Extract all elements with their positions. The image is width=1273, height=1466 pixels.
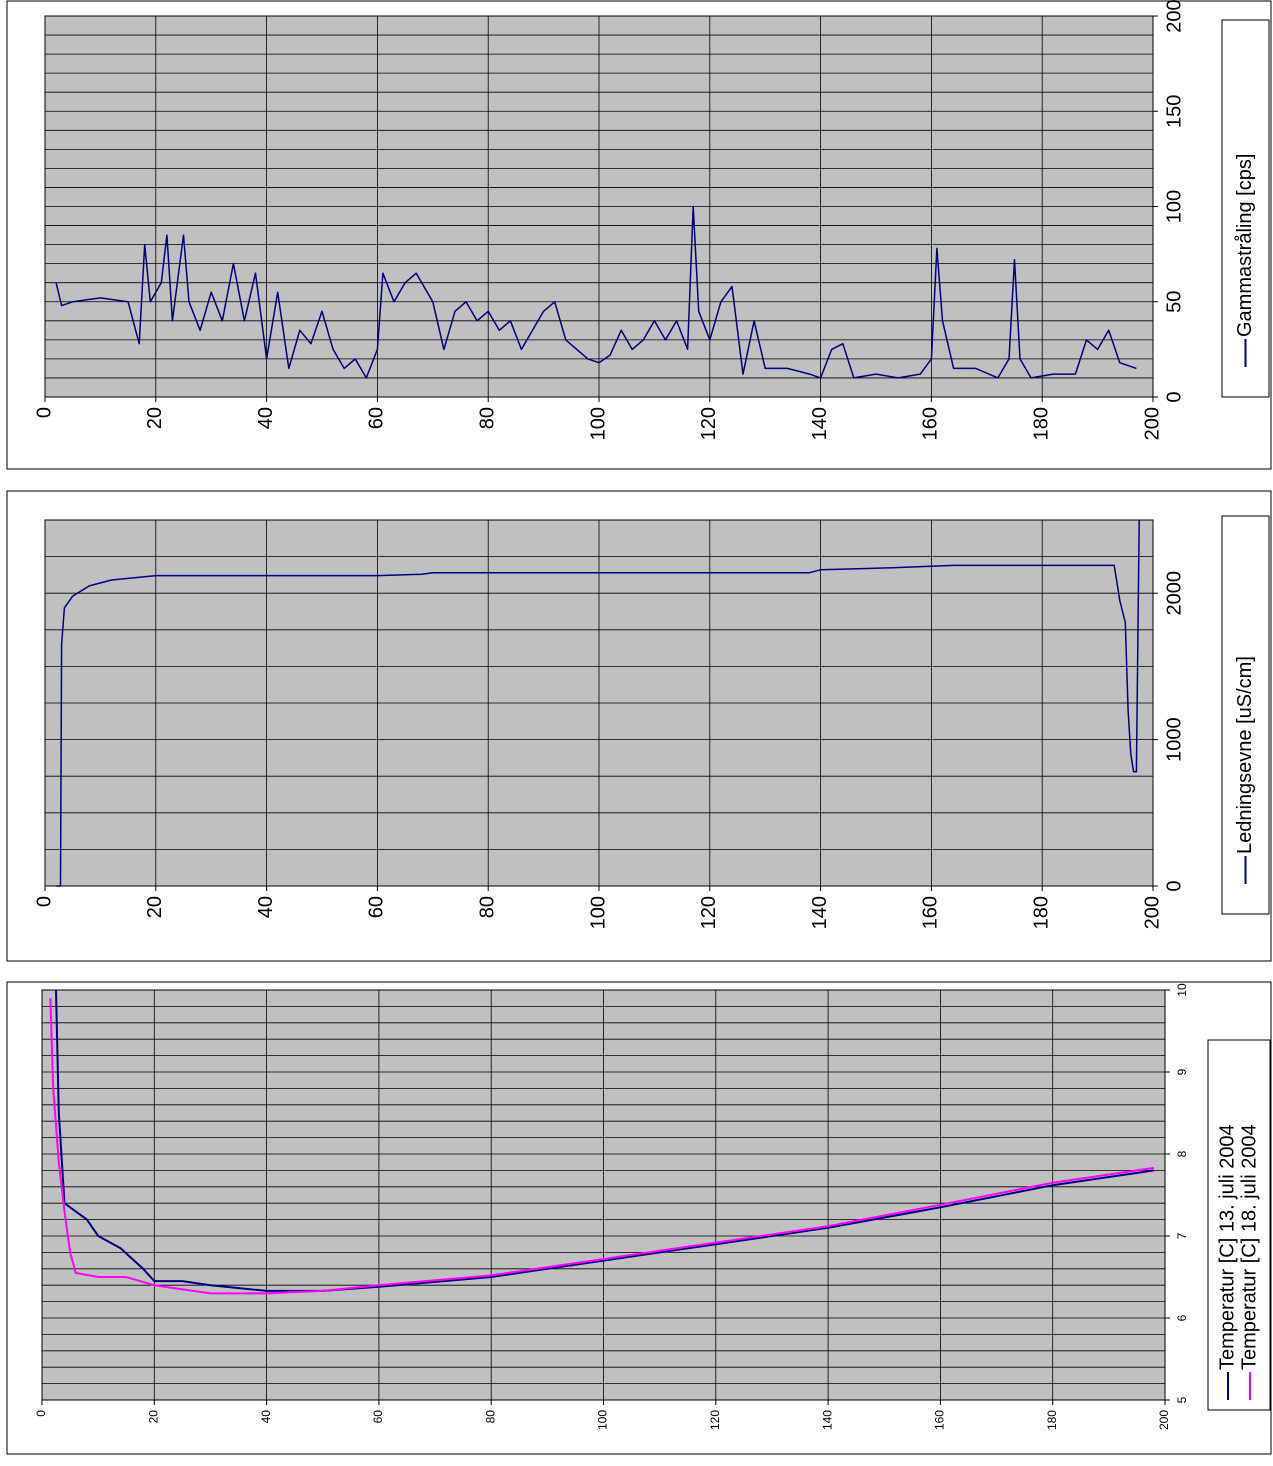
x-tick-label: 80 — [476, 407, 498, 429]
chart: 0 20 40 60 80 100 120 140 160 180 200050100150200G… — [6, 0, 1272, 470]
y-tick-label: 5 — [1175, 1396, 1189, 1403]
x-tick-label: 80 — [483, 1410, 497, 1424]
x-tick-label: 180 — [1045, 1410, 1059, 1430]
legend: Ledningsevne [uS/cm] — [1234, 656, 1256, 884]
y-tick-label: 8 — [1175, 1150, 1189, 1157]
y-tick-label: 150 — [1163, 95, 1185, 128]
y-tick-label: 7 — [1175, 1232, 1189, 1239]
x-tick-label: 200 — [1141, 896, 1163, 929]
y-tick-label: 1000 — [1163, 717, 1185, 762]
legend-box — [1207, 1039, 1271, 1411]
series-line — [55, 205, 1137, 379]
legend-box — [1221, 515, 1270, 915]
y-tick-label: 50 — [1163, 291, 1185, 313]
x-tick-label: 40 — [255, 896, 277, 918]
x-tick-label: 140 — [820, 1410, 834, 1430]
x-tick-label: 160 — [920, 896, 942, 929]
x-tick-label: 120 — [708, 1410, 722, 1430]
x-tick-label: 100 — [587, 896, 609, 929]
y-tick-label: 0 — [1163, 391, 1185, 402]
series-line — [49, 998, 1154, 1295]
x-tick-label: 180 — [1030, 407, 1052, 440]
y-tick-label: 0 — [1163, 880, 1185, 891]
x-tick-label: 60 — [371, 1410, 385, 1424]
series-line — [55, 989, 1154, 1292]
x-tick-label: 180 — [1030, 896, 1052, 929]
legend-box — [1221, 19, 1270, 398]
plot-border — [41, 989, 1166, 1401]
x-tick-label: 200 — [1141, 407, 1163, 440]
series-line — [56, 519, 1140, 887]
x-tick-label: 160 — [920, 407, 942, 440]
y-tick-label: 9 — [1175, 1068, 1189, 1075]
x-tick-label: 120 — [698, 407, 720, 440]
x-tick-label: 40 — [255, 407, 277, 429]
y-tick-label: 10 — [1175, 983, 1189, 997]
x-tick-label: 120 — [698, 896, 720, 929]
legend-label: Gammastråling [cps] — [1234, 154, 1256, 337]
x-tick-label: 40 — [259, 1410, 273, 1424]
legend: Gammastråling [cps] — [1234, 154, 1256, 367]
y-tick-label: 200 — [1163, 0, 1185, 33]
legend-label: Ledningsevne [uS/cm] — [1234, 656, 1256, 854]
x-tick-label: 0 — [33, 896, 55, 907]
plot-border — [44, 519, 1154, 887]
x-tick-label: 60 — [366, 896, 388, 918]
x-tick-label: 20 — [146, 1410, 160, 1424]
x-tick-label: 20 — [144, 896, 166, 918]
x-tick-label: 100 — [596, 1410, 610, 1430]
x-tick-label: 0 — [33, 407, 55, 418]
x-tick-label: 80 — [476, 896, 498, 918]
x-tick-label: 0 — [34, 1410, 48, 1417]
y-tick-label: 6 — [1175, 1314, 1189, 1321]
chart: 0 20 40 60 80 100 120 140 160 180 200 5 6 7 8 9 10 Temper… — [6, 981, 1272, 1455]
plot-border — [44, 15, 1154, 398]
x-tick-label: 100 — [587, 407, 609, 440]
x-tick-label: 60 — [366, 407, 388, 429]
legend-label: Temperatur [C] 18. juli 2004 — [1238, 1124, 1260, 1370]
legend: Temperatur [C] 13. juli 2004 Temperatur [… — [1216, 1124, 1260, 1400]
chart: 0 20 40 60 80 100 120 140 160 180 200010002000Ledn… — [6, 490, 1272, 962]
legend-label: Temperatur [C] 13. juli 2004 — [1216, 1124, 1238, 1370]
x-tick-label: 140 — [809, 896, 831, 929]
y-tick-label: 100 — [1163, 190, 1185, 223]
x-tick-label: 160 — [933, 1410, 947, 1430]
x-tick-label: 200 — [1157, 1410, 1171, 1430]
y-tick-label: 2000 — [1163, 571, 1185, 616]
x-tick-label: 140 — [809, 407, 831, 440]
x-tick-label: 20 — [144, 407, 166, 429]
